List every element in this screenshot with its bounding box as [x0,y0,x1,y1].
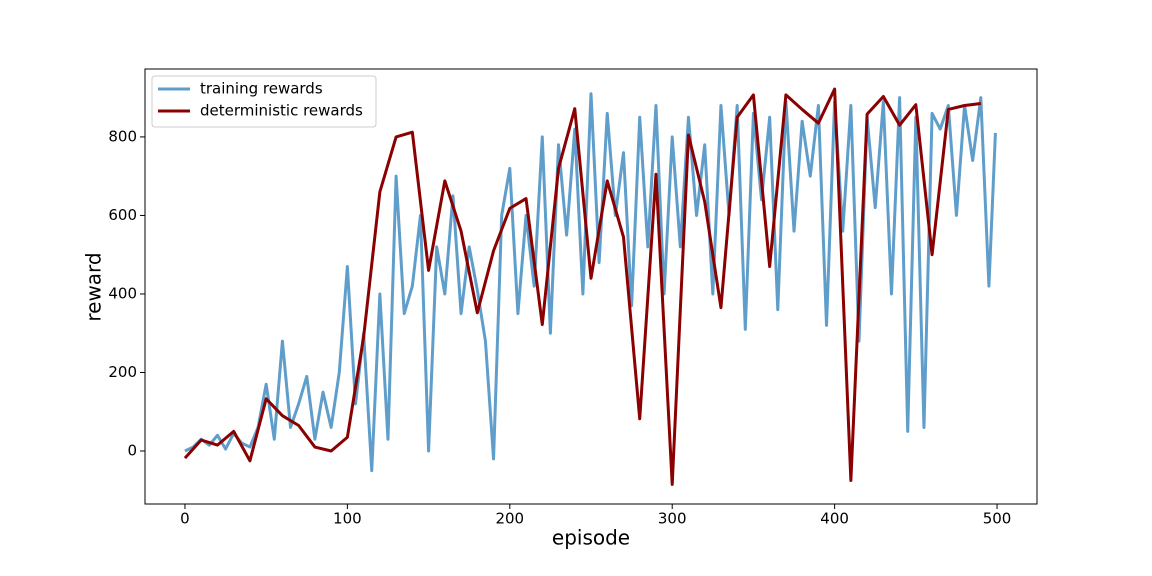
legend-label: training rewards [200,80,323,98]
y-tick-label: 800 [108,127,137,145]
series-line [183,87,981,486]
y-tick-label: 600 [108,206,137,224]
legend-box [151,75,377,128]
y-tick-label: 200 [108,363,137,381]
legend-label: deterministic rewards [200,102,363,120]
x-tick-label: 100 [333,510,362,528]
x-tick-label: 200 [495,510,524,528]
series-line [184,92,997,473]
x-tick-label: 0 [180,510,190,528]
x-tick-label: 500 [983,510,1012,528]
plot-frame [144,68,1038,505]
y-tick-label: 0 [127,441,137,459]
x-axis-label: episode [552,526,630,550]
x-tick-label: 400 [820,510,849,528]
y-tick-label: 400 [108,284,137,302]
y-axis-label: reward [82,252,106,321]
x-tick-label: 300 [658,510,687,528]
